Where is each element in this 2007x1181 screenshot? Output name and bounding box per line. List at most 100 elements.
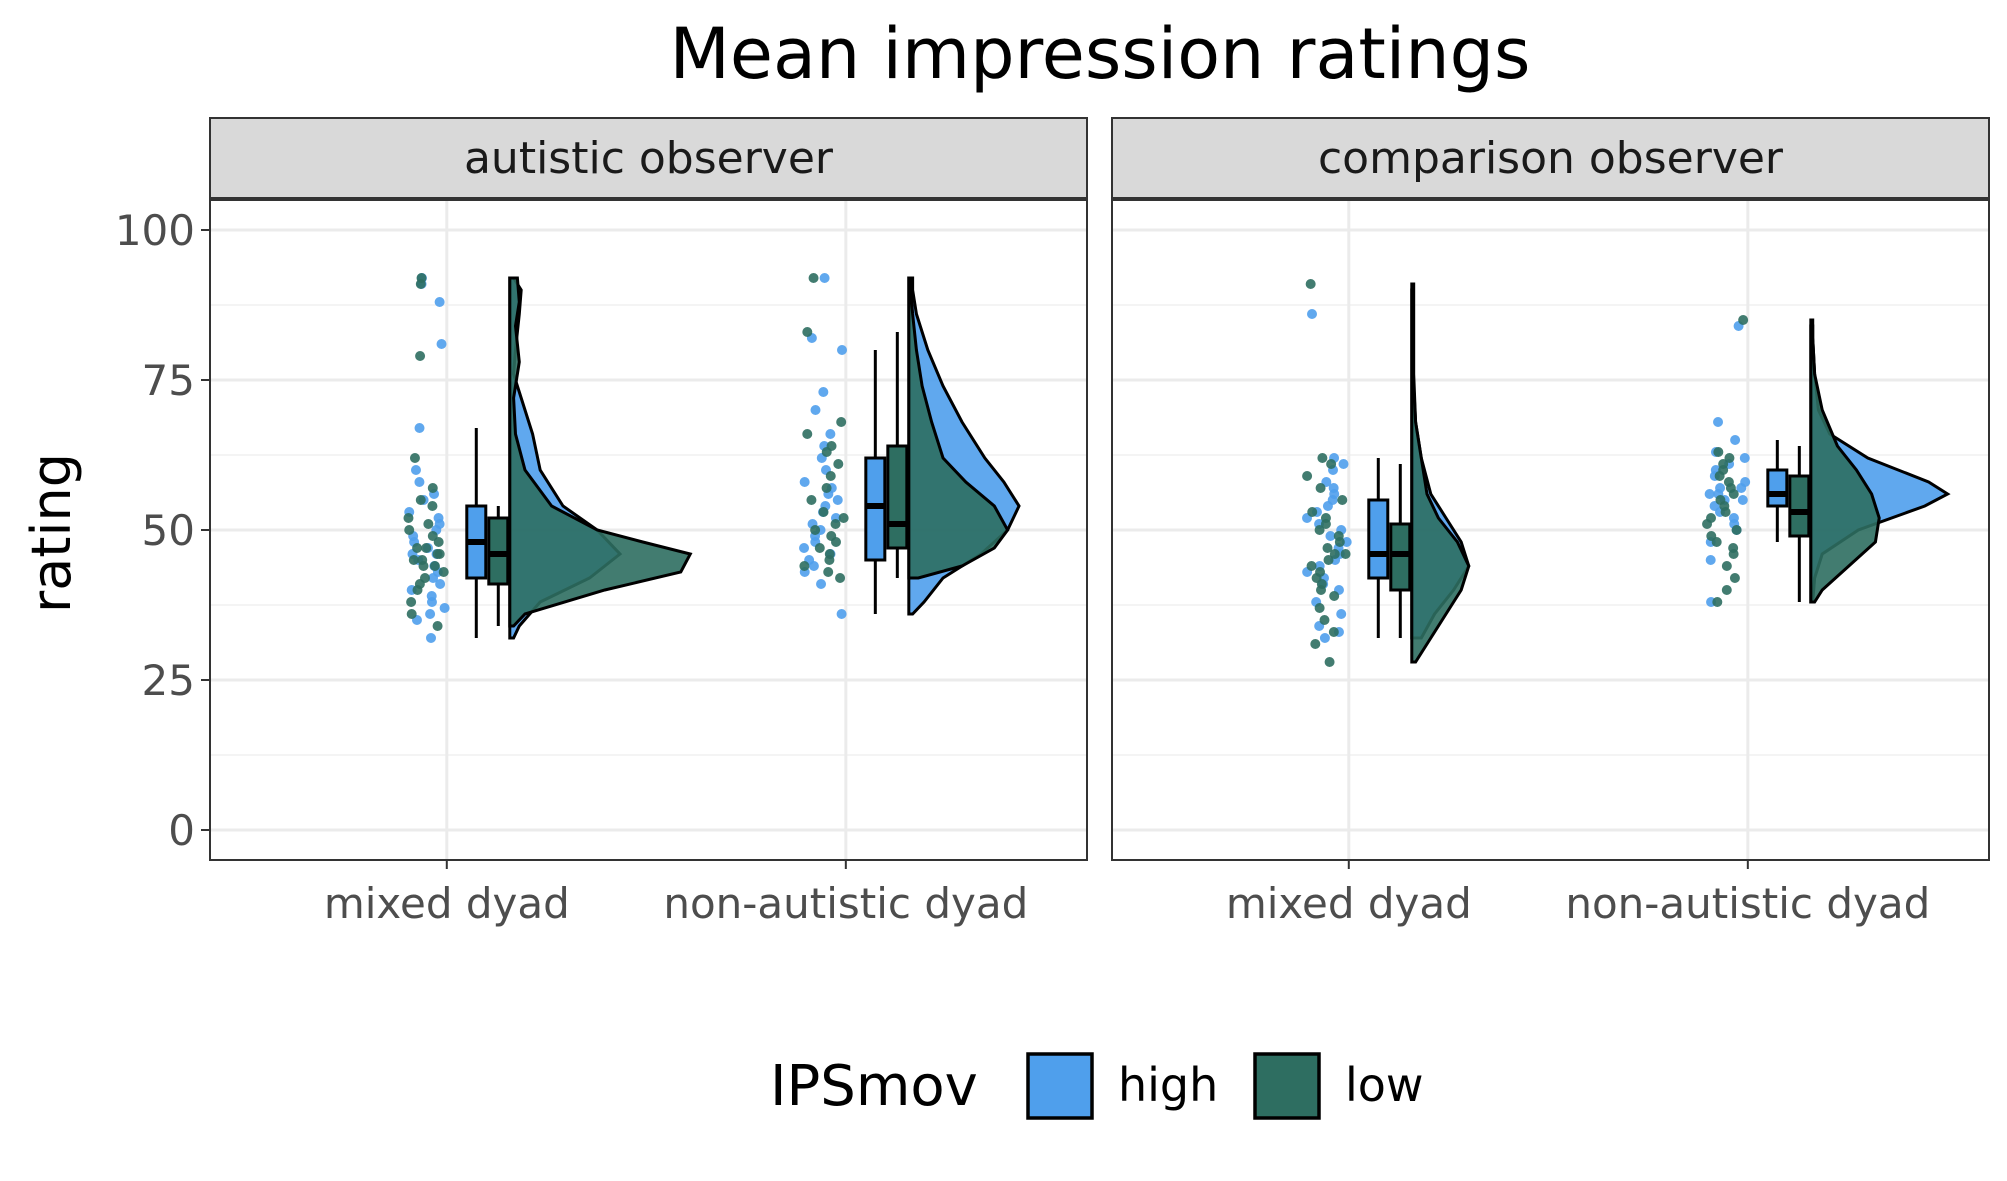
data-point-high xyxy=(810,405,821,415)
data-point-low xyxy=(1713,447,1724,457)
legend-swatch-high xyxy=(1026,1052,1094,1120)
data-point-low xyxy=(412,543,423,553)
data-point-low xyxy=(1728,543,1739,553)
data-point-high xyxy=(1328,483,1339,493)
y-tick-label: 100 xyxy=(115,206,195,255)
data-point-low xyxy=(1718,459,1729,469)
legend-label-low: low xyxy=(1345,1058,1424,1112)
data-point-low xyxy=(1323,555,1334,565)
density-cloud-low xyxy=(508,276,693,628)
data-point-high xyxy=(1713,417,1724,427)
data-point-low xyxy=(1315,483,1326,493)
data-point-high xyxy=(1737,495,1748,505)
data-point-low xyxy=(1328,627,1339,637)
facet-strip xyxy=(1111,117,1990,199)
x-tick-label: mixed dyad xyxy=(1226,879,1472,928)
data-point-high xyxy=(1704,489,1715,499)
category-group: mixed dyad xyxy=(324,273,693,928)
data-point-low xyxy=(1731,525,1742,535)
density-cloud-low xyxy=(1809,318,1881,604)
box-low xyxy=(1788,474,1811,538)
data-point-low xyxy=(838,513,849,523)
data-point-low xyxy=(408,555,419,565)
facet-strip-label: comparison observer xyxy=(1318,133,1784,184)
legend-title: IPSmov xyxy=(770,1054,978,1119)
density-cloud-low xyxy=(907,276,1010,580)
facet-panel: comparison observer mixed dyad non-autisti… xyxy=(1111,117,1990,928)
box-high xyxy=(1367,498,1390,580)
data-point-high xyxy=(433,513,444,523)
data-point-low xyxy=(818,507,829,517)
data-point-low xyxy=(1729,573,1740,583)
data-point-low xyxy=(1317,453,1328,463)
data-point-low xyxy=(835,573,846,583)
data-point-low xyxy=(1302,471,1313,481)
data-point-low xyxy=(429,561,440,571)
box-high xyxy=(1766,468,1789,508)
y-tick-label: 25 xyxy=(142,656,195,705)
data-point-high xyxy=(1341,537,1352,547)
data-point-low xyxy=(1315,567,1326,577)
data-point-low xyxy=(808,273,819,283)
data-point-high xyxy=(836,345,847,355)
data-point-low xyxy=(1307,507,1318,517)
data-point-low xyxy=(1314,603,1325,613)
data-point-low xyxy=(1333,531,1344,541)
data-point-low xyxy=(1329,591,1340,601)
legend: IPSmov high low xyxy=(770,1052,1424,1120)
data-point-low xyxy=(1340,549,1351,559)
data-point-low xyxy=(1310,639,1321,649)
density-cloud-low xyxy=(1410,282,1471,664)
data-point-low xyxy=(421,543,432,553)
data-point-low xyxy=(830,519,841,529)
data-point-low xyxy=(824,549,835,559)
data-point-low xyxy=(406,597,417,607)
data-point-low xyxy=(438,567,449,577)
data-point-low xyxy=(1723,477,1734,487)
data-point-high xyxy=(1728,513,1739,523)
data-point-low xyxy=(1721,561,1732,571)
panel-border xyxy=(209,199,1088,861)
data-point-high xyxy=(1338,459,1349,469)
data-point-low xyxy=(404,525,415,535)
data-point-low xyxy=(802,327,813,337)
data-point-low xyxy=(799,561,810,571)
data-point-high xyxy=(1715,483,1726,493)
x-tick-label: mixed dyad xyxy=(324,879,570,928)
data-point-high xyxy=(1730,435,1741,445)
data-point-low xyxy=(419,573,430,583)
data-point-high xyxy=(799,477,810,487)
facet-panel: autistic observer 0 25 50 75 100 mixed dyad non… xyxy=(115,117,1088,928)
data-point-low xyxy=(423,519,434,529)
y-tick-label: 75 xyxy=(142,356,195,405)
y-axis-title: rating xyxy=(20,453,83,613)
data-point-high xyxy=(410,465,421,475)
facet-strip-label: autistic observer xyxy=(464,133,834,184)
data-point-high xyxy=(1740,477,1751,487)
data-point-high xyxy=(436,339,447,349)
data-point-low xyxy=(1320,513,1331,523)
data-point-low xyxy=(1706,513,1717,523)
y-tick-label: 50 xyxy=(142,506,195,555)
category-group: non-autistic dyad xyxy=(1565,315,1951,928)
data-point-high xyxy=(1319,633,1330,643)
panel-border xyxy=(1111,199,1990,861)
data-point-low xyxy=(806,495,817,505)
data-point-high xyxy=(799,543,810,553)
data-point-high xyxy=(825,429,836,439)
data-point-low xyxy=(1305,279,1316,289)
data-point-high xyxy=(414,423,425,433)
data-point-low xyxy=(825,471,836,481)
facet-panels: autistic observer 0 25 50 75 100 mixed dyad non… xyxy=(115,117,1990,928)
box-low xyxy=(886,444,909,550)
data-point-high xyxy=(1325,531,1336,541)
data-point-low xyxy=(833,459,844,469)
data-point-high xyxy=(426,591,437,601)
data-point-high xyxy=(425,609,436,619)
data-point-low xyxy=(432,621,443,631)
x-tick-label: non-autistic dyad xyxy=(1565,879,1930,928)
data-point-low xyxy=(802,429,813,439)
data-point-low xyxy=(1322,543,1333,553)
data-point-high xyxy=(1739,453,1750,463)
